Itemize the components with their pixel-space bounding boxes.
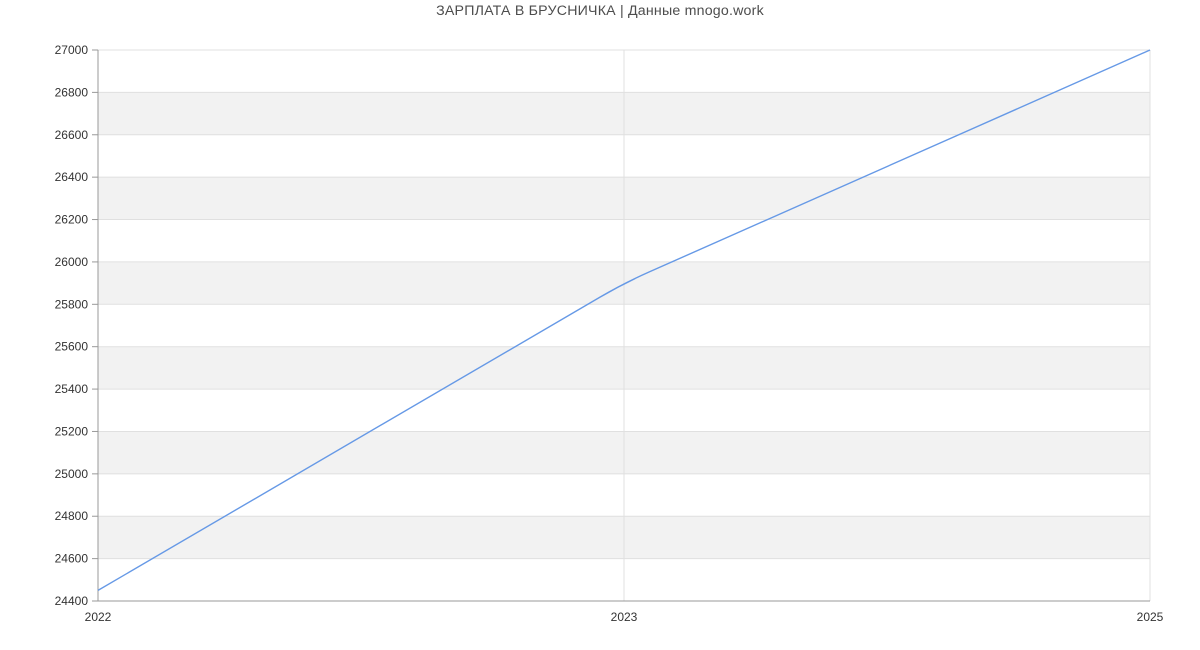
svg-text:25800: 25800 — [55, 297, 89, 311]
svg-text:26000: 26000 — [55, 255, 89, 269]
svg-text:26600: 26600 — [55, 128, 89, 142]
svg-text:2025: 2025 — [1137, 610, 1164, 624]
svg-text:2023: 2023 — [611, 610, 638, 624]
svg-text:26200: 26200 — [55, 213, 89, 227]
svg-text:25400: 25400 — [55, 382, 89, 396]
svg-text:24800: 24800 — [55, 509, 89, 523]
svg-text:26400: 26400 — [55, 170, 89, 184]
svg-text:24400: 24400 — [55, 594, 89, 608]
svg-text:26800: 26800 — [55, 85, 89, 99]
svg-text:2022: 2022 — [85, 610, 112, 624]
svg-text:24600: 24600 — [55, 552, 89, 566]
svg-text:27000: 27000 — [55, 43, 89, 57]
svg-text:25000: 25000 — [55, 467, 89, 481]
svg-text:25600: 25600 — [55, 340, 89, 354]
svg-text:25200: 25200 — [55, 424, 89, 438]
